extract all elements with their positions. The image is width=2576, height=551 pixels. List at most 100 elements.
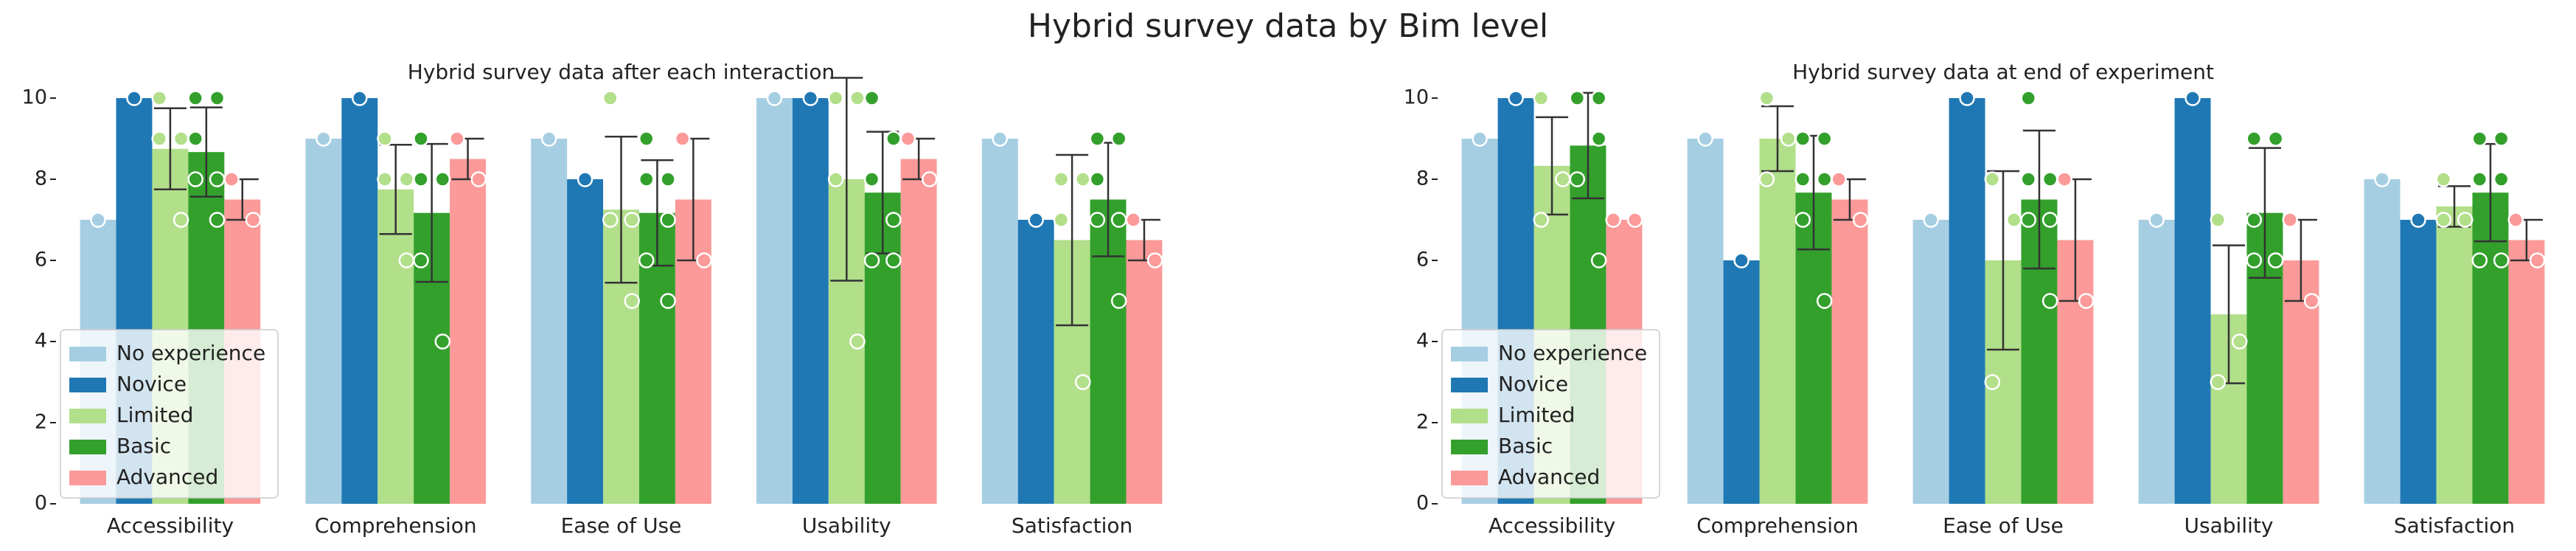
data-point [2267, 252, 2284, 268]
legend-label: Novice [1498, 372, 1568, 396]
bar [1912, 220, 1949, 504]
error-bar [153, 107, 187, 190]
bar [450, 159, 487, 504]
data-point [1795, 212, 1811, 228]
bar [341, 98, 378, 504]
data-point [413, 252, 429, 268]
legend-label: Basic [116, 434, 171, 458]
legend-box [60, 329, 279, 499]
bar [2138, 220, 2175, 504]
data-point [434, 171, 451, 187]
subplot: Hybrid survey data at end of experiment 0… [1404, 60, 2546, 538]
data-point [2435, 171, 2452, 187]
legend-swatch [69, 440, 106, 454]
error-bar [1761, 105, 1795, 173]
x-tick-label: Comprehension [315, 513, 477, 538]
data-point [2210, 212, 2227, 228]
data-point [1089, 131, 1106, 147]
data-point [2493, 252, 2510, 268]
y-tick-label: 2 [35, 411, 47, 434]
data-point [398, 171, 415, 187]
data-point [1569, 171, 1586, 187]
bar [2400, 220, 2437, 504]
data-point [187, 90, 203, 106]
data-point [1508, 90, 1524, 106]
data-point [1795, 131, 1811, 147]
data-point [1795, 171, 1811, 187]
data-point [126, 90, 142, 106]
data-point [151, 131, 167, 147]
data-point [885, 252, 902, 268]
data-point [863, 90, 880, 106]
data-point [1605, 212, 1621, 228]
data-point [209, 212, 226, 228]
x-tick-label: Ease of Use [561, 513, 682, 538]
data-point [470, 171, 487, 187]
legend: No experience Novice Limited Basic Advanced [60, 329, 279, 499]
data-point [1533, 212, 1550, 228]
legend-label: Advanced [116, 465, 218, 489]
x-tick-label: Usability [802, 513, 891, 538]
bar [756, 98, 793, 504]
data-point [187, 131, 203, 147]
bar [1949, 98, 1985, 504]
data-point [1816, 171, 1833, 187]
data-point [602, 212, 619, 228]
data-point [209, 90, 226, 106]
bar [1017, 220, 1054, 504]
legend-swatch [1451, 378, 1488, 392]
legend-swatch [69, 378, 106, 392]
data-point [638, 252, 655, 268]
data-point [602, 90, 619, 106]
data-point [1472, 131, 1488, 147]
y-tick-label: 10 [1404, 86, 1429, 109]
data-point [1984, 171, 2001, 187]
data-point [660, 171, 676, 187]
bar [1759, 139, 1796, 504]
data-point [849, 333, 866, 350]
data-point [1626, 212, 1643, 228]
data-point [1758, 171, 1775, 187]
data-point [2185, 90, 2201, 106]
data-point [1816, 293, 1833, 309]
data-point [352, 90, 368, 106]
data-point [2148, 212, 2165, 228]
data-point [827, 90, 844, 106]
data-point [245, 212, 262, 228]
bar [2174, 98, 2211, 504]
data-point [827, 171, 844, 187]
bar [792, 98, 829, 504]
data-point [992, 131, 1008, 147]
legend-label: Limited [116, 403, 193, 427]
data-point [577, 171, 593, 187]
data-point [2246, 131, 2263, 147]
error-bar [1986, 170, 2020, 351]
data-point [766, 90, 783, 106]
data-point [922, 171, 938, 187]
data-point [434, 333, 451, 350]
bar [531, 139, 568, 504]
data-point [660, 293, 676, 309]
error-bar [2022, 129, 2055, 270]
data-point [90, 212, 106, 228]
data-point [863, 252, 880, 268]
legend-box [1441, 329, 1660, 499]
data-point [696, 252, 712, 268]
data-point [2282, 212, 2298, 228]
legend-swatch [69, 347, 106, 361]
data-point [624, 212, 640, 228]
data-point [2507, 212, 2524, 228]
data-point [2056, 171, 2072, 187]
data-point [660, 212, 676, 228]
data-point [223, 171, 240, 187]
data-point [2020, 171, 2037, 187]
data-point [1146, 252, 1163, 268]
y-tick-label: 4 [35, 330, 47, 353]
data-point [885, 212, 902, 228]
data-point [1533, 90, 1550, 106]
data-point [1110, 293, 1127, 309]
data-point [413, 171, 429, 187]
data-point [1590, 90, 1607, 106]
data-point [1110, 212, 1127, 228]
data-point [1089, 171, 1106, 187]
